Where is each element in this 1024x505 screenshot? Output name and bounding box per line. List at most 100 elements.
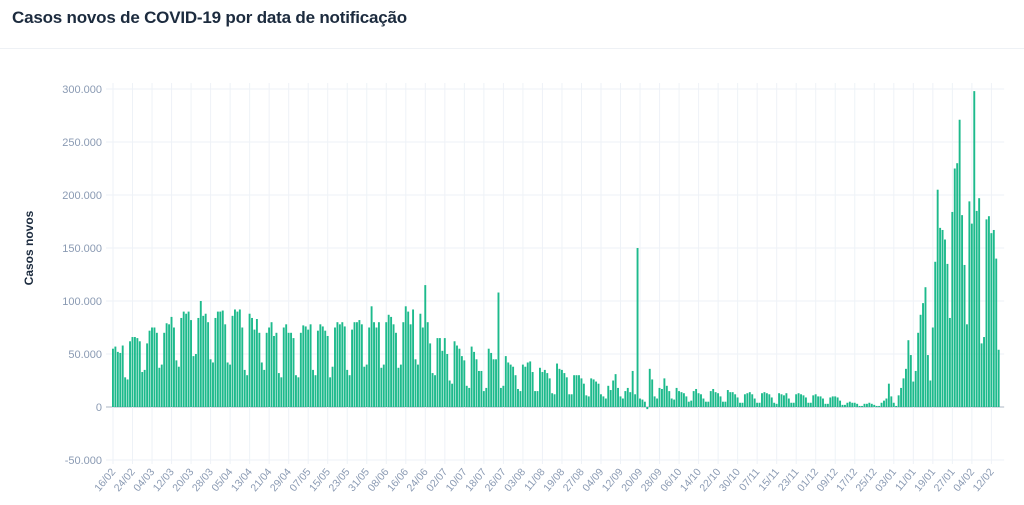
bar[interactable]	[568, 394, 571, 407]
bar[interactable]	[580, 378, 583, 407]
bar[interactable]	[556, 363, 558, 407]
bar[interactable]	[124, 377, 127, 407]
bar[interactable]	[314, 375, 317, 407]
bar[interactable]	[970, 223, 973, 407]
bar[interactable]	[944, 239, 946, 407]
bar[interactable]	[997, 349, 1000, 407]
bar[interactable]	[570, 394, 573, 407]
bar[interactable]	[382, 364, 385, 407]
bar[interactable]	[856, 403, 859, 407]
bar[interactable]	[551, 393, 554, 407]
bar[interactable]	[390, 316, 393, 407]
bar[interactable]	[902, 378, 905, 407]
bar[interactable]	[680, 392, 683, 407]
bar[interactable]	[941, 229, 944, 407]
bar[interactable]	[282, 327, 285, 408]
bar[interactable]	[990, 233, 993, 407]
bar[interactable]	[783, 395, 785, 407]
bar[interactable]	[268, 327, 271, 408]
bar[interactable]	[387, 314, 390, 407]
bar[interactable]	[456, 345, 458, 407]
bar[interactable]	[565, 377, 568, 407]
bar[interactable]	[324, 330, 327, 407]
bar[interactable]	[973, 91, 976, 408]
bar[interactable]	[229, 364, 232, 407]
bar[interactable]	[948, 317, 951, 407]
bar[interactable]	[182, 311, 185, 407]
bar[interactable]	[155, 332, 158, 407]
bar[interactable]	[519, 391, 522, 407]
bar[interactable]	[346, 369, 349, 407]
bar[interactable]	[290, 332, 293, 407]
bar[interactable]	[251, 317, 253, 407]
bar[interactable]	[199, 301, 202, 407]
bar[interactable]	[585, 395, 588, 407]
bar[interactable]	[365, 364, 368, 407]
bar[interactable]	[914, 370, 917, 407]
bar[interactable]	[604, 398, 607, 407]
bar[interactable]	[392, 324, 395, 407]
bar[interactable]	[626, 387, 629, 407]
bar[interactable]	[643, 401, 646, 407]
bar[interactable]	[353, 322, 356, 407]
bar[interactable]	[607, 385, 610, 407]
bar[interactable]	[321, 326, 324, 407]
bar[interactable]	[707, 401, 710, 407]
bar[interactable]	[765, 393, 768, 407]
bar[interactable]	[775, 403, 778, 407]
bar[interactable]	[270, 322, 273, 407]
bar[interactable]	[631, 370, 634, 407]
bar[interactable]	[614, 374, 617, 407]
bar[interactable]	[763, 392, 766, 407]
bar[interactable]	[255, 319, 258, 407]
bar[interactable]	[351, 329, 354, 407]
bar[interactable]	[880, 402, 883, 407]
bar[interactable]	[202, 315, 205, 407]
bar[interactable]	[114, 346, 117, 407]
bar[interactable]	[497, 292, 500, 407]
bar[interactable]	[219, 311, 222, 407]
bar[interactable]	[560, 369, 563, 407]
bar[interactable]	[678, 391, 680, 407]
bar[interactable]	[895, 405, 898, 407]
bar[interactable]	[260, 362, 263, 407]
bar[interactable]	[395, 332, 397, 407]
bar[interactable]	[212, 362, 214, 407]
bar[interactable]	[358, 320, 361, 407]
bar[interactable]	[234, 309, 236, 407]
bar[interactable]	[822, 398, 824, 407]
bar[interactable]	[526, 362, 529, 407]
bar[interactable]	[509, 364, 512, 407]
bar[interactable]	[487, 348, 490, 407]
bar[interactable]	[160, 364, 163, 407]
bar[interactable]	[961, 215, 964, 407]
bar[interactable]	[190, 320, 192, 407]
bar[interactable]	[858, 405, 861, 407]
bar[interactable]	[739, 402, 741, 407]
bar[interactable]	[465, 385, 468, 407]
bar[interactable]	[714, 392, 717, 407]
bar[interactable]	[778, 393, 781, 407]
bar[interactable]	[756, 402, 759, 407]
bar[interactable]	[575, 375, 578, 407]
bar[interactable]	[890, 396, 893, 407]
bar[interactable]	[966, 324, 968, 407]
bar[interactable]	[834, 396, 837, 407]
bar[interactable]	[817, 396, 820, 407]
bar[interactable]	[790, 402, 793, 407]
bar[interactable]	[800, 394, 802, 407]
bar[interactable]	[873, 404, 876, 407]
bar[interactable]	[839, 400, 842, 407]
bar[interactable]	[697, 393, 700, 407]
bar[interactable]	[831, 396, 834, 407]
bar[interactable]	[590, 378, 593, 407]
bar[interactable]	[878, 405, 881, 407]
bar[interactable]	[148, 330, 151, 407]
bar[interactable]	[592, 379, 595, 407]
bar[interactable]	[441, 350, 444, 407]
bar[interactable]	[563, 373, 566, 407]
bar[interactable]	[617, 387, 619, 407]
bar[interactable]	[499, 387, 502, 407]
bar[interactable]	[621, 398, 624, 407]
bar[interactable]	[956, 163, 959, 407]
